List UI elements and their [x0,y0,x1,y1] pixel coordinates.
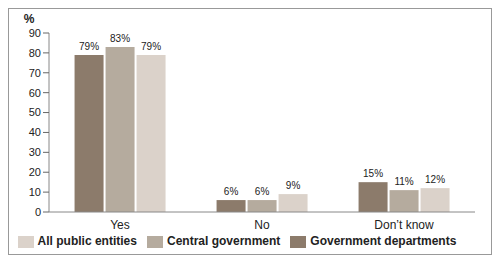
svg-text:80: 80 [29,47,41,59]
svg-text:60: 60 [29,87,41,99]
svg-text:83%: 83% [110,33,130,44]
svg-text:9%: 9% [286,180,301,191]
svg-text:Don’t know: Don’t know [374,218,434,232]
svg-text:15%: 15% [363,168,383,179]
svg-text:50: 50 [29,106,41,118]
html-text:Central government: Central government [167,234,281,249]
svg-text:79%: 79% [141,41,161,52]
svg-text:30: 30 [29,146,41,158]
svg-text:12%: 12% [425,174,445,185]
html-text:Government departments: Government departments [310,234,457,249]
svg-text:79%: 79% [79,41,99,52]
svg-text:6%: 6% [224,186,239,197]
svg-text:20: 20 [29,166,41,178]
svg-text:11%: 11% [394,176,413,187]
svg-text:%: % [24,12,35,26]
svg-text:No: No [254,218,270,232]
html-text:All public entities: All public entities [37,234,137,249]
svg-text:40: 40 [29,126,41,138]
svg-text:90: 90 [29,27,41,39]
svg-text:Yes: Yes [110,218,130,232]
svg-text:0: 0 [35,206,41,218]
svg-text:70: 70 [29,67,41,79]
svg-text:6%: 6% [255,186,270,197]
svg-text:10: 10 [29,186,41,198]
